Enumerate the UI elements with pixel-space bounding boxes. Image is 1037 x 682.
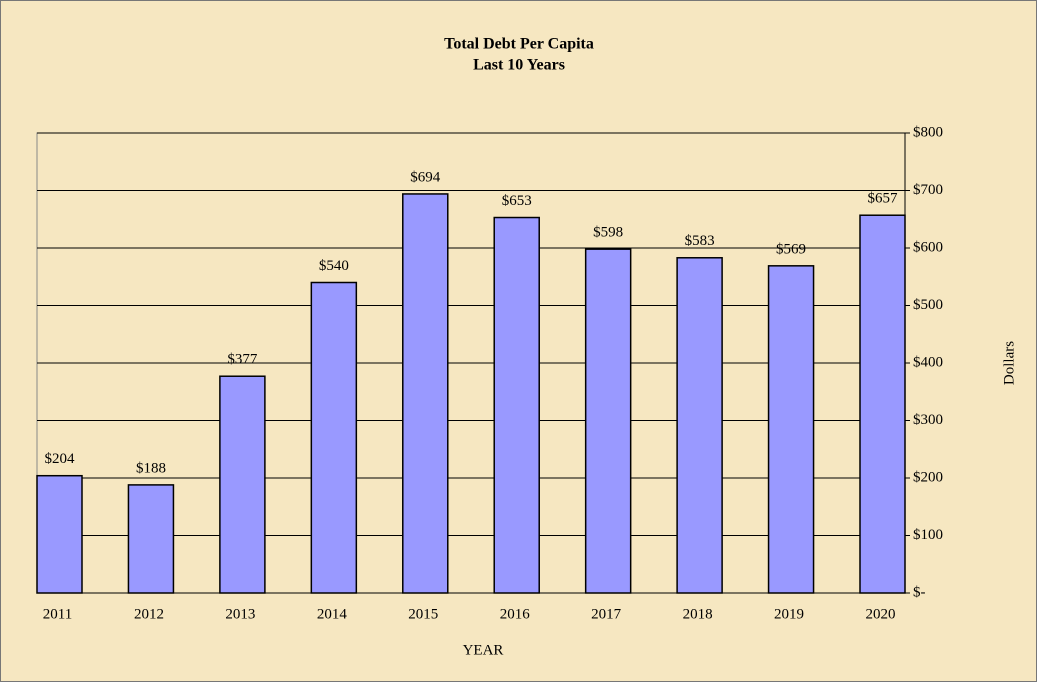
bar xyxy=(127,484,175,594)
y-tick-label: $300 xyxy=(913,412,943,428)
bar xyxy=(767,265,815,594)
y-tick-label: $200 xyxy=(913,469,943,485)
x-tick-label: 2017 xyxy=(591,606,622,622)
x-axis-label: YEAR xyxy=(463,642,504,658)
y-tick-label: $400 xyxy=(913,354,943,370)
bar xyxy=(36,474,83,594)
bar xyxy=(219,375,266,594)
value-label: $598 xyxy=(593,225,623,241)
x-tick-label: 2016 xyxy=(500,606,531,622)
y-tick-label: $- xyxy=(913,584,926,600)
bar xyxy=(402,193,449,594)
value-label: $694 xyxy=(410,169,441,185)
bar xyxy=(310,281,358,594)
bar xyxy=(859,214,906,594)
y-tick-label: $100 xyxy=(913,527,943,543)
x-tick-label: 2013 xyxy=(225,606,255,622)
value-label: $188 xyxy=(136,460,166,476)
value-label: $204 xyxy=(45,451,76,467)
y-tick-label: $600 xyxy=(913,239,943,255)
x-tick-label: 2020 xyxy=(866,606,896,622)
chart-subtitle: Last 10 Years xyxy=(473,57,565,74)
x-tick-label: 2018 xyxy=(683,606,713,622)
chart-title: Total Debt Per Capita xyxy=(444,36,594,53)
value-label: $569 xyxy=(776,241,806,257)
bar xyxy=(676,257,723,594)
value-label: $377 xyxy=(227,352,258,368)
x-tick-label: 2011 xyxy=(43,606,72,622)
value-label: $657 xyxy=(868,191,899,207)
y-axis-label: Dollars xyxy=(1001,341,1017,385)
x-tick-label: 2019 xyxy=(774,606,804,622)
y-tick-label: $500 xyxy=(913,297,943,313)
x-tick-label: 2014 xyxy=(317,606,348,622)
bar xyxy=(584,248,632,594)
x-tick-label: 2012 xyxy=(134,606,164,622)
y-tick-label: $800 xyxy=(913,124,943,140)
y-tick-label: $700 xyxy=(913,182,943,198)
value-label: $583 xyxy=(685,233,715,249)
x-tick-label: 2015 xyxy=(408,606,438,622)
bar xyxy=(493,216,540,594)
value-label: $653 xyxy=(502,193,532,209)
value-label: $540 xyxy=(319,258,349,274)
